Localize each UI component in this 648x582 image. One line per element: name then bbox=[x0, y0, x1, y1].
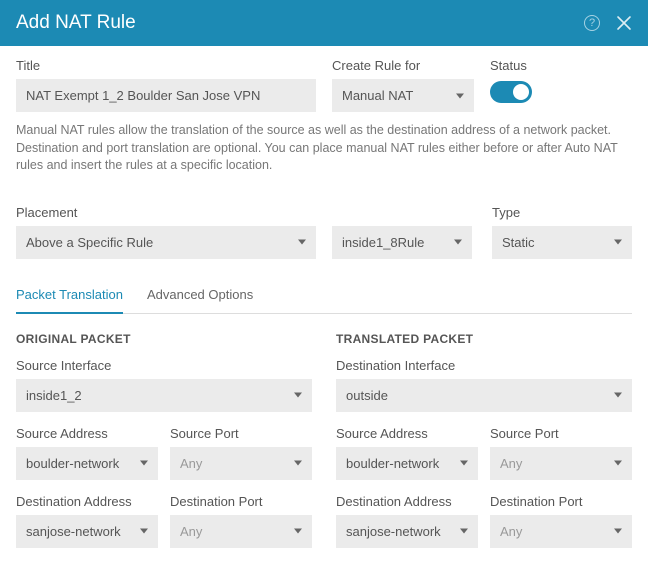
orig-dst-port-field: Destination Port Any bbox=[170, 494, 312, 548]
placement-select[interactable]: Above a Specific Rule bbox=[16, 226, 316, 259]
top-row: Title Create Rule for Manual NAT Status bbox=[16, 58, 632, 112]
trans-dst-interface-select[interactable]: outside bbox=[336, 379, 632, 412]
translated-heading: TRANSLATED PACKET bbox=[336, 332, 632, 346]
original-packet-col: ORIGINAL PACKET Source Interface inside1… bbox=[16, 332, 312, 562]
orig-src-interface-select[interactable]: inside1_2 bbox=[16, 379, 312, 412]
trans-src-port-select[interactable]: Any bbox=[490, 447, 632, 480]
help-icon[interactable]: ? bbox=[584, 15, 600, 31]
status-field: Status bbox=[490, 58, 632, 112]
trans-dst-interface-field: Destination Interface outside bbox=[336, 358, 632, 412]
description-text: Manual NAT rules allow the translation o… bbox=[16, 122, 632, 175]
type-label: Type bbox=[492, 205, 632, 220]
trans-dst-addr-select[interactable]: sanjose-network bbox=[336, 515, 478, 548]
dialog-header: Add NAT Rule ? bbox=[0, 0, 648, 46]
dialog-body: Title Create Rule for Manual NAT Status … bbox=[0, 46, 648, 582]
orig-dst-addr-select[interactable]: sanjose-network bbox=[16, 515, 158, 548]
orig-src-port-field: Source Port Any bbox=[170, 426, 312, 480]
placement-field: Placement Above a Specific Rule bbox=[16, 205, 316, 259]
trans-dst-port-select[interactable]: Any bbox=[490, 515, 632, 548]
create-rule-select[interactable]: Manual NAT bbox=[332, 79, 474, 112]
tab-advanced-options[interactable]: Advanced Options bbox=[147, 279, 253, 314]
orig-src-port-label: Source Port bbox=[170, 426, 312, 441]
placement-rule-select[interactable]: inside1_8Rule bbox=[332, 226, 472, 259]
trans-src-port-field: Source Port Any bbox=[490, 426, 632, 480]
placement-label: Placement bbox=[16, 205, 316, 220]
orig-src-addr-label: Source Address bbox=[16, 426, 158, 441]
trans-dst-interface-label: Destination Interface bbox=[336, 358, 632, 373]
orig-src-port-select[interactable]: Any bbox=[170, 447, 312, 480]
type-select[interactable]: Static bbox=[492, 226, 632, 259]
type-field: Type Static bbox=[492, 205, 632, 259]
title-input[interactable] bbox=[16, 79, 316, 112]
title-field: Title bbox=[16, 58, 316, 112]
orig-src-addr-field: Source Address boulder-network bbox=[16, 426, 158, 480]
trans-src-port-label: Source Port bbox=[490, 426, 632, 441]
status-toggle[interactable] bbox=[490, 81, 532, 103]
orig-src-addr-select[interactable]: boulder-network bbox=[16, 447, 158, 480]
status-label: Status bbox=[490, 58, 527, 73]
orig-dst-addr-field: Destination Address sanjose-network bbox=[16, 494, 158, 548]
trans-src-addr-label: Source Address bbox=[336, 426, 478, 441]
placement-rule-field: inside1_8Rule bbox=[332, 226, 472, 259]
orig-dst-port-label: Destination Port bbox=[170, 494, 312, 509]
trans-src-addr-select[interactable]: boulder-network bbox=[336, 447, 478, 480]
trans-dst-port-label: Destination Port bbox=[490, 494, 632, 509]
trans-src-addr-field: Source Address boulder-network bbox=[336, 426, 478, 480]
trans-dst-addr-field: Destination Address sanjose-network bbox=[336, 494, 478, 548]
header-actions: ? bbox=[584, 15, 632, 31]
original-heading: ORIGINAL PACKET bbox=[16, 332, 312, 346]
orig-dst-addr-label: Destination Address bbox=[16, 494, 158, 509]
create-rule-label: Create Rule for bbox=[332, 58, 474, 73]
placement-row: Placement Above a Specific Rule inside1_… bbox=[16, 205, 632, 259]
title-label: Title bbox=[16, 58, 316, 73]
orig-src-interface-label: Source Interface bbox=[16, 358, 312, 373]
create-rule-field: Create Rule for Manual NAT bbox=[332, 58, 474, 112]
packet-cols: ORIGINAL PACKET Source Interface inside1… bbox=[16, 332, 632, 562]
trans-dst-port-field: Destination Port Any bbox=[490, 494, 632, 548]
close-icon[interactable] bbox=[616, 15, 632, 31]
orig-dst-port-select[interactable]: Any bbox=[170, 515, 312, 548]
translated-packet-col: TRANSLATED PACKET Destination Interface … bbox=[336, 332, 632, 562]
dialog-title: Add NAT Rule bbox=[16, 12, 136, 34]
tabs: Packet Translation Advanced Options bbox=[16, 279, 632, 314]
orig-src-interface-field: Source Interface inside1_2 bbox=[16, 358, 312, 412]
tab-packet-translation[interactable]: Packet Translation bbox=[16, 279, 123, 314]
trans-dst-addr-label: Destination Address bbox=[336, 494, 478, 509]
